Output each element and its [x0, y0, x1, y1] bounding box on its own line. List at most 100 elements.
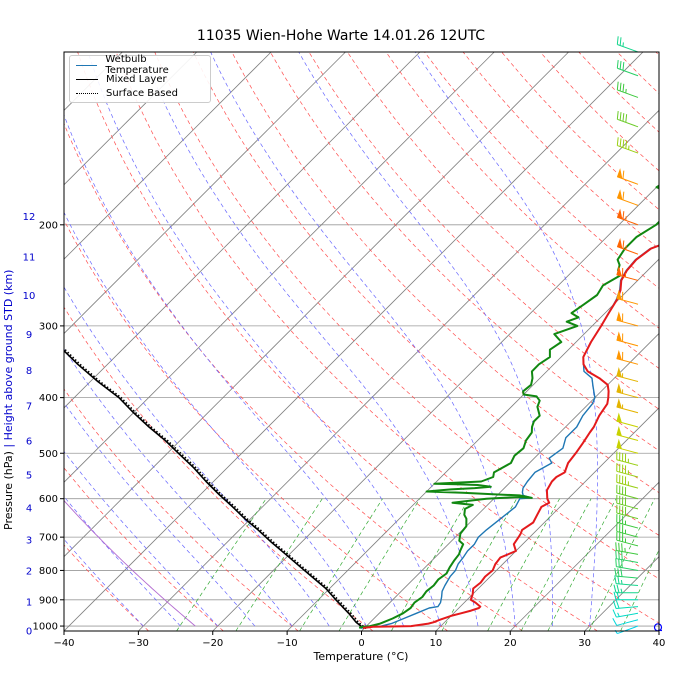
- reference-adiabat-line: [64, 499, 196, 627]
- wind-barb-full: [616, 111, 619, 120]
- wind-barb-full: [622, 170, 625, 179]
- wind-barb: [615, 542, 639, 555]
- wind-barb: [616, 504, 639, 520]
- wind-barb-full: [617, 568, 620, 577]
- isotherm-line: [509, 481, 659, 631]
- wind-barb: [616, 208, 639, 226]
- plot-area: [64, 52, 659, 631]
- legend-label-mixed-layer: Mixed Layer: [106, 73, 167, 85]
- dry-adiabat-line: [77, 52, 598, 631]
- wind-barb: [616, 398, 639, 414]
- pressure-tick-label: 200: [39, 220, 58, 231]
- wind-barb-full: [615, 550, 617, 559]
- isotherm-line: [138, 109, 659, 631]
- height-tick-label: 7: [26, 402, 32, 413]
- wetbulb-line: [360, 244, 659, 629]
- wind-barb-pennant: [616, 331, 623, 342]
- wind-barb-pennant: [616, 367, 623, 378]
- wind-barb-full: [619, 138, 622, 147]
- wind-barb-staff: [617, 118, 639, 128]
- wind-barb: [616, 383, 639, 399]
- isotherm-line: [64, 52, 644, 631]
- mixing-ratio-line: [588, 498, 656, 631]
- mixing-ratio-line: [235, 498, 323, 631]
- wind-barb-full: [614, 567, 617, 577]
- wind-barb: [616, 289, 639, 305]
- isotherm-line: [64, 52, 198, 186]
- dry-adiabat-line: [655, 52, 659, 56]
- isotherm-line: [658, 630, 659, 631]
- wind-barb: [616, 59, 639, 77]
- x-tick-label: −10: [277, 638, 298, 649]
- wind-barb-full: [622, 62, 625, 71]
- wind-barb-staff: [616, 566, 639, 571]
- surface-wind-marker: [653, 623, 663, 632]
- mixing-ratio-line: [338, 498, 421, 631]
- moist-adiabat-line: [64, 402, 256, 627]
- height-tick-label: 12: [23, 212, 36, 223]
- moist-adiabat-line: [64, 538, 144, 627]
- wind-barb-staff: [616, 530, 639, 538]
- height-tick-label: 4: [26, 503, 32, 514]
- wind-barb-full: [613, 591, 617, 600]
- wind-barb-pennant: [616, 289, 623, 301]
- wind-barb: [614, 625, 639, 635]
- wind-barb: [613, 584, 638, 594]
- legend-swatch-surface-based: [76, 92, 98, 94]
- wind-barb-pennant: [616, 438, 623, 450]
- wind-barb-full: [612, 600, 617, 609]
- wind-barb-half: [617, 612, 620, 617]
- wind-barb-pennant: [616, 412, 623, 424]
- wind-barb: [614, 575, 639, 587]
- wind-barb: [616, 168, 639, 185]
- dry-adiabat-line: [154, 52, 659, 580]
- dewpoint-line: [359, 184, 659, 629]
- dry-adiabat-line: [308, 52, 659, 410]
- wind-barb: [615, 558, 639, 571]
- mixing-ratio-line: [441, 498, 518, 631]
- wind-barb-full: [612, 617, 618, 626]
- isotherm-line: [286, 258, 659, 631]
- wind-barb-staff: [616, 470, 639, 478]
- wind-barb-full: [615, 558, 617, 567]
- moist-adiabat-line: [64, 286, 330, 627]
- wind-barb-half: [620, 580, 623, 585]
- wind-barb-full: [621, 559, 623, 568]
- legend-swatch-mixed-layer: [76, 78, 98, 80]
- wind-barb-staff: [616, 502, 639, 510]
- dry-adiabat-line: [385, 52, 659, 329]
- dry-adiabat-line: [64, 219, 449, 631]
- y-axis-label-height: Height above ground STD (km): [2, 269, 15, 441]
- wind-barb-pennant: [616, 311, 623, 322]
- moist-adiabat-line: [87, 52, 442, 627]
- wind-barb-staff: [616, 512, 639, 520]
- height-tick-label: 9: [26, 330, 32, 341]
- legend-item-wetbulb: Wetbulb Temperature: [76, 54, 210, 76]
- x-tick-label: 0: [358, 638, 364, 649]
- moist-adiabat-line: [298, 52, 553, 627]
- height-tick-label: 5: [26, 471, 32, 482]
- wind-barb: [616, 438, 639, 454]
- wind-barb-full: [614, 575, 617, 584]
- wind-barb-pennant: [616, 425, 623, 437]
- wind-barb-full: [616, 59, 619, 69]
- chart-legend: Wetbulb Temperature Mixed Layer Surface …: [69, 54, 211, 103]
- wind-barb-staff: [616, 492, 639, 500]
- wind-barb-staff: [616, 481, 639, 489]
- dry-adiabat-line: [616, 52, 659, 95]
- wind-barb-full: [616, 584, 620, 593]
- wind-barb: [616, 474, 639, 489]
- wind-barb-pennant: [616, 398, 623, 409]
- pressure-tick-label: 300: [39, 321, 58, 332]
- wind-barb: [616, 81, 639, 98]
- wind-barb-staff: [616, 550, 639, 555]
- wind-barb-full: [619, 37, 622, 46]
- wind-barb-pennant: [616, 349, 623, 361]
- wind-barb: [616, 311, 639, 327]
- moist-adiabat-line: [210, 52, 516, 627]
- wind-barb: [616, 412, 639, 428]
- dry-adiabat-line: [64, 306, 374, 631]
- wind-barb: [616, 349, 639, 365]
- wind-barb-full: [622, 191, 625, 200]
